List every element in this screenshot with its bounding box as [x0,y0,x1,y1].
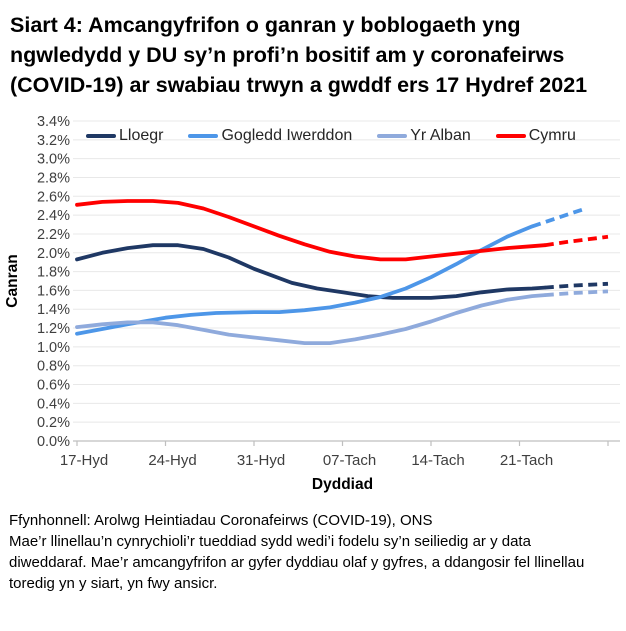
legend-swatch-yr-alban [377,134,408,138]
x-axis-labels: 17-Hyd 24-Hyd 31-Hyd 07-Tach 14-Tach 21-Tach [60,452,553,469]
series-line-lloegr [75,243,547,300]
y-tick-label: 3.4% [37,114,70,130]
y-tick-label: 2.2% [37,227,70,243]
y-tick-label: 1.6% [37,283,70,299]
chart-area: Lloegr Gogledd Iwerddon Yr Alban Cymru 0.0%… [0,114,626,504]
chart-legend: Lloegr Gogledd Iwerddon Yr Alban Cymru [86,127,576,145]
series-line-yr-alban [75,293,547,345]
series-line-gogledd-iwerddon [75,224,534,336]
legend-label: Lloegr [119,127,164,144]
y-tick-label: 0.4% [37,396,70,412]
y-tick-label: 3.0% [37,152,70,168]
chart-footer: Ffynhonnell: Arolwg Heintiadau Coronafei… [9,510,612,594]
series-line-dashed-lloegr [544,281,609,290]
series-lines [75,199,609,345]
legend-swatch-lloegr [86,134,116,138]
x-tick-label: 31-Hyd [237,452,285,469]
y-axis-labels: 0.0% 0.2% 0.4% 0.6% 0.8% 1.0% 1.2% 1.4% 1.6% 1.8%… [37,114,70,450]
y-tick-label: 1.2% [37,321,70,337]
y-tick-label: 0.2% [37,415,70,431]
y-tick-label: 1.8% [37,265,70,281]
y-tick-label: 2.6% [37,189,70,205]
legend-item-cymru: Cymru [495,127,576,145]
x-axis-title: Dyddiad [312,476,373,493]
chart-canvas: 0.0% 0.2% 0.4% 0.6% 0.8% 1.0% 1.2% 1.4% 1.6% 1.8%… [4,114,620,493]
series-line-cymru [75,199,547,262]
legend-item-gogledd-iwerddon: Gogledd Iwerddon [188,127,352,145]
x-tick-label: 14-Tach [411,452,464,469]
legend-label: Gogledd Iwerddon [221,127,353,144]
y-tick-label: 0.0% [37,434,70,450]
legend-label: Cymru [528,127,576,144]
series-line-dashed-yr-alban [544,289,609,297]
legend-item-yr-alban: Yr Alban [377,127,471,145]
chart-title: Siart 4: Amcangyfrifon o ganran y boblog… [10,13,588,97]
x-tick-label: 07-Tach [323,452,376,469]
y-tick-label: 0.6% [37,378,70,394]
y-tick-label: 2.8% [37,170,70,186]
y-tick-label: 2.4% [37,208,70,224]
x-tick-label: 17-Hyd [60,452,108,469]
gridlines [73,120,620,423]
x-tick-label: 21-Tach [500,452,553,469]
x-axis [73,440,620,446]
source-note: Ffynhonnell: Arolwg Heintiadau Coronafei… [9,512,433,529]
methodology-note: Mae’r llinellau’n cynrychioli’r tueddiad… [9,533,585,592]
legend-item-lloegr: Lloegr [86,127,163,145]
y-axis-title: Canran [4,254,21,307]
y-tick-label: 2.0% [37,246,70,262]
x-tick-label: 24-Hyd [148,452,196,469]
y-tick-label: 1.4% [37,302,70,318]
y-tick-label: 1.0% [37,340,70,356]
y-tick-label: 0.8% [37,359,70,375]
series-line-dashed-cymru [544,234,609,248]
legend-swatch-gogledd-iwerddon [188,134,219,138]
y-tick-label: 3.2% [37,133,70,149]
legend-swatch-cymru [495,134,526,138]
legend-label: Yr Alban [410,127,471,144]
series-line-dashed-gogledd-iwerddon [531,207,584,229]
